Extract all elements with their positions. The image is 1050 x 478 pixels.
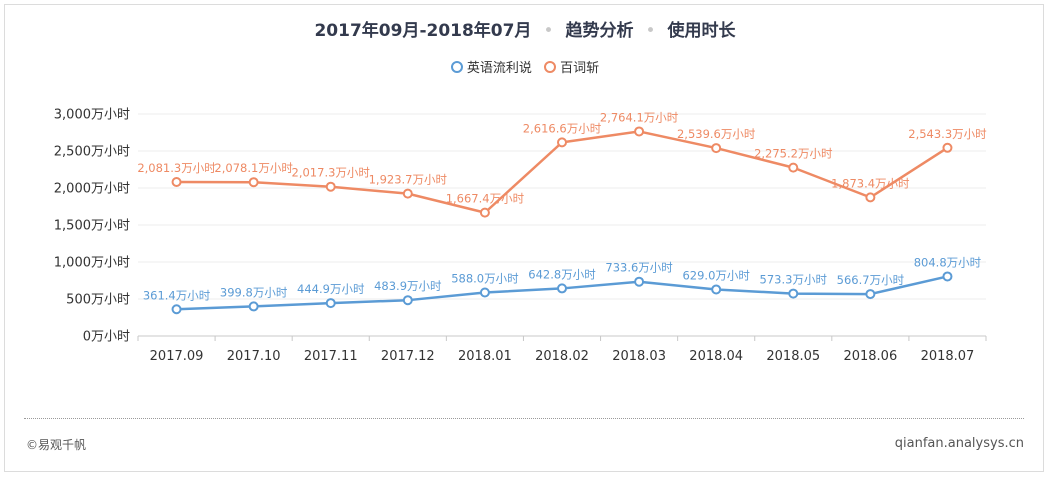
- legend-marker-icon: [544, 61, 557, 73]
- data-point: [711, 143, 722, 154]
- x-tick-label: 2018.02: [535, 349, 589, 364]
- data-point: [402, 295, 413, 306]
- data-point: [942, 142, 953, 153]
- data-label: 804.8万小时: [914, 255, 982, 269]
- data-label: 2,078.1万小时: [214, 161, 293, 175]
- data-label: 399.8万小时: [220, 285, 288, 299]
- x-tick-label: 2018.07: [921, 349, 975, 364]
- x-tick-label: 2018.01: [458, 349, 512, 364]
- data-label: 2,543.3万小时: [908, 127, 987, 141]
- data-point: [634, 126, 645, 137]
- data-point: [325, 181, 336, 192]
- data-label: 566.7万小时: [837, 273, 905, 287]
- data-label: 1,667.4万小时: [446, 192, 525, 206]
- y-tick-label: 0万小时: [83, 330, 130, 345]
- x-tick-label: 2017.09: [150, 349, 204, 364]
- x-tick-label: 2018.03: [612, 349, 666, 364]
- data-point: [479, 287, 490, 298]
- x-tick-label: 2017.10: [227, 349, 281, 364]
- title-metric: 使用时长: [667, 21, 736, 41]
- y-tick-label: 3,000万小时: [54, 108, 130, 123]
- data-label: 2,275.2万小时: [754, 147, 833, 161]
- data-label: 2,081.3万小时: [137, 161, 216, 175]
- title-separator: •: [645, 21, 656, 41]
- y-tick-label: 2,000万小时: [54, 182, 130, 197]
- data-label: 573.3万小时: [760, 273, 828, 287]
- data-label: 2,017.3万小时: [292, 166, 371, 180]
- data-label: 1,873.4万小时: [831, 176, 910, 190]
- data-label: 2,764.1万小时: [600, 110, 679, 124]
- data-point: [325, 298, 336, 309]
- title-period: 2017年09月-2018年07月: [314, 21, 532, 41]
- legend-label: 百词斩: [560, 61, 600, 76]
- x-tick-label: 2018.06: [843, 349, 897, 364]
- data-point: [557, 283, 567, 294]
- data-label: 2,539.6万小时: [677, 127, 756, 141]
- data-point: [788, 288, 799, 299]
- data-label: 733.6万小时: [605, 261, 673, 275]
- data-point: [788, 162, 799, 173]
- y-tick-label: 1,500万小时: [54, 219, 130, 234]
- data-point: [865, 192, 876, 203]
- x-tick-label: 2018.04: [689, 349, 743, 364]
- data-label: 361.4万小时: [143, 288, 211, 302]
- data-label: 444.9万小时: [297, 282, 365, 296]
- legend-marker-icon: [450, 61, 463, 73]
- data-point: [171, 304, 182, 315]
- data-point: [402, 188, 413, 199]
- data-point: [634, 276, 645, 287]
- data-point: [248, 301, 259, 312]
- legend-item-series-1[interactable]: 百词斩: [544, 57, 599, 76]
- data-point: [942, 271, 953, 282]
- title-type: 趋势分析: [565, 21, 634, 41]
- data-label: 2,616.6万小时: [523, 121, 602, 135]
- data-point: [479, 207, 490, 218]
- data-label: 1,923.7万小时: [369, 173, 448, 187]
- y-tick-label: 500万小时: [66, 293, 130, 308]
- chart-legend: 英语流利说 百词斩: [0, 57, 1050, 76]
- data-point: [557, 137, 567, 148]
- chart-title: 2017年09月-2018年07月 • 趋势分析 • 使用时长: [0, 16, 1050, 41]
- footer-copyright: ©易观千帆: [26, 438, 87, 452]
- data-label: 642.8万小时: [528, 267, 596, 281]
- y-tick-label: 2,500万小时: [54, 145, 130, 160]
- data-label: 483.9万小时: [374, 279, 442, 293]
- footer-site: qianfan.analysys.cn: [894, 436, 1024, 451]
- data-point: [171, 176, 182, 187]
- chart-frame: [4, 4, 1044, 472]
- x-tick-label: 2017.12: [381, 349, 435, 364]
- x-tick-label: 2017.11: [304, 349, 358, 364]
- data-point: [865, 289, 876, 300]
- data-label: 629.0万小时: [682, 268, 750, 282]
- data-point: [711, 284, 722, 295]
- y-tick-label: 1,000万小时: [54, 256, 130, 271]
- legend-label: 英语流利说: [466, 61, 532, 76]
- footer-divider: [24, 418, 1024, 419]
- data-label: 588.0万小时: [451, 271, 519, 285]
- legend-item-series-0[interactable]: 英语流利说: [450, 57, 532, 76]
- data-point: [248, 177, 259, 188]
- x-tick-label: 2018.05: [766, 349, 820, 364]
- title-separator: •: [543, 21, 554, 41]
